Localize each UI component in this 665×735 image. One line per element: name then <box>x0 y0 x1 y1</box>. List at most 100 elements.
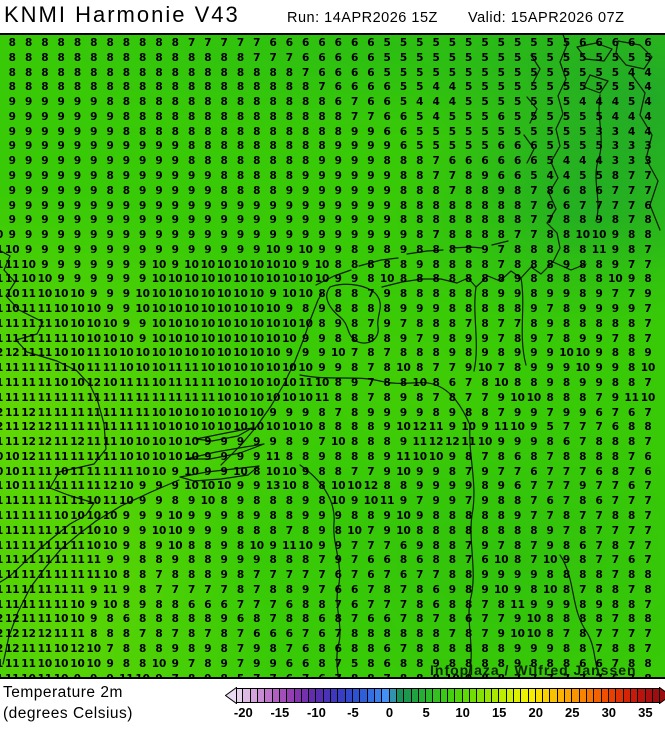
temperature-value: 8 <box>465 229 473 242</box>
temperature-value: 8 <box>318 110 326 123</box>
temperature-value: 11 <box>4 436 20 449</box>
temperature-value: 9 <box>285 303 294 316</box>
temperature-value: 10 <box>184 332 199 345</box>
temperature-value: 9 <box>57 258 65 271</box>
temperature-value: 6 <box>122 613 131 626</box>
temperature-value: 3 <box>611 155 620 168</box>
temperature-value: 10 <box>151 332 167 345</box>
temperature-value: 10 <box>461 421 476 434</box>
temperature-value: 5 <box>611 81 620 94</box>
temperature-value: 9 <box>73 229 82 242</box>
temperature-value: 9 <box>546 524 554 537</box>
temperature-value: 9 <box>399 495 408 508</box>
temperature-value: 9 <box>155 229 163 242</box>
temperature-value: 8 <box>334 303 342 316</box>
temperature-value: 8 <box>432 509 440 522</box>
temperature-value: 9 <box>579 332 587 345</box>
temperature-value: 9 <box>73 96 82 109</box>
temperature-value: 9 <box>139 480 147 493</box>
temperature-value: 8 <box>236 184 245 197</box>
temperature-value: 8 <box>448 258 457 271</box>
temperature-value: 11 <box>102 391 118 404</box>
temperature-value: 7 <box>644 495 652 508</box>
temperature-value: 10 <box>151 288 167 301</box>
temperature-value: 11 <box>4 362 20 375</box>
temperature-value: 9 <box>57 125 65 138</box>
temperature-value: 8 <box>399 657 408 670</box>
temperature-value: 7 <box>628 288 636 301</box>
temperature-value: 12 <box>21 450 36 463</box>
temperature-value: 9 <box>302 465 310 478</box>
temperature-value: 11 <box>314 391 330 404</box>
temperature-value: 7 <box>367 288 375 301</box>
temperature-value: 11 <box>4 258 20 271</box>
temperature-value: 8 <box>416 170 424 183</box>
temperature-value: 8 <box>171 125 179 138</box>
temperature-value: 8 <box>399 347 408 360</box>
temperature-value: 5 <box>416 125 424 138</box>
temperature-value: 8 <box>318 140 326 153</box>
temperature-value: 5 <box>562 96 571 109</box>
temperature-value: 10 <box>70 332 85 345</box>
temperature-value: 6 <box>611 37 620 49</box>
temperature-value: 4 <box>448 96 457 109</box>
temperature-value: 8 <box>253 524 261 537</box>
temperature-value: 11 <box>86 421 102 434</box>
temperature-value: 6 <box>302 37 310 49</box>
temperature-value: 7 <box>628 258 636 271</box>
temperature-value: 12 <box>4 347 20 360</box>
temperature-value: 10 <box>86 524 102 537</box>
temperature-value: 6 <box>448 155 457 168</box>
temperature-value: 6 <box>628 406 636 419</box>
temperature-value: 11 <box>4 672 20 679</box>
temperature-value: 9 <box>350 140 359 153</box>
temperature-value: 7 <box>302 569 310 582</box>
temperature-value: 9 <box>106 229 114 242</box>
temperature-value: 9 <box>399 243 408 256</box>
temperature-value: 6 <box>399 125 408 138</box>
temperature-value: 11 <box>119 672 134 679</box>
temperature-value: 10 <box>135 303 150 316</box>
temperature-value: 9 <box>448 583 457 596</box>
temperature-value: 9 <box>220 214 228 227</box>
temperature-value: 11 <box>53 554 69 567</box>
temperature-value: 9 <box>24 125 33 138</box>
temperature-value: 8 <box>90 628 98 641</box>
temperature-value: 8 <box>481 258 489 271</box>
temperature-value: 8 <box>465 243 473 256</box>
temperature-value: 8 <box>497 303 505 316</box>
temperature-value: 3 <box>644 140 652 153</box>
temperature-value: 8 <box>432 642 440 655</box>
temperature-value: 10 <box>249 347 265 360</box>
temperature-value: 5 <box>513 51 522 64</box>
temperature-value: 8 <box>220 96 228 109</box>
temperature-value: 8 <box>204 657 212 670</box>
temperature-value: 8 <box>562 539 571 552</box>
temperature-value: 11 <box>37 539 53 552</box>
temperature-value: 9 <box>302 199 310 212</box>
temperature-value: 6 <box>644 199 652 212</box>
temperature-value: 8 <box>497 524 505 537</box>
temperature-value: 6 <box>318 51 326 64</box>
temperature-value: 7 <box>416 332 424 345</box>
temperature-value: 9 <box>611 362 620 375</box>
temperature-value: 8 <box>220 66 228 79</box>
temperature-value: 7 <box>448 362 457 375</box>
temperature-value: 6 <box>644 465 652 478</box>
temperature-value: 8 <box>220 170 228 183</box>
temperature-value: 8 <box>481 214 489 227</box>
temperature-value: 9 <box>383 229 391 242</box>
temperature-value: 10 <box>102 317 118 330</box>
temperature-value: 8 <box>122 598 131 611</box>
temperature-value: 9 <box>106 140 114 153</box>
temperature-value: 7 <box>383 539 391 552</box>
temperature-value: 6 <box>367 554 375 567</box>
temperature-value: 7 <box>350 110 359 123</box>
temperature-value: 11 <box>70 421 85 434</box>
temperature-value: 9 <box>644 347 652 360</box>
temperature-value: 10 <box>608 273 623 286</box>
temperature-value: 8 <box>334 288 342 301</box>
temperature-value: 8 <box>416 317 424 330</box>
temperature-value: 9 <box>334 184 342 197</box>
temperature-value: 9 <box>106 125 114 138</box>
